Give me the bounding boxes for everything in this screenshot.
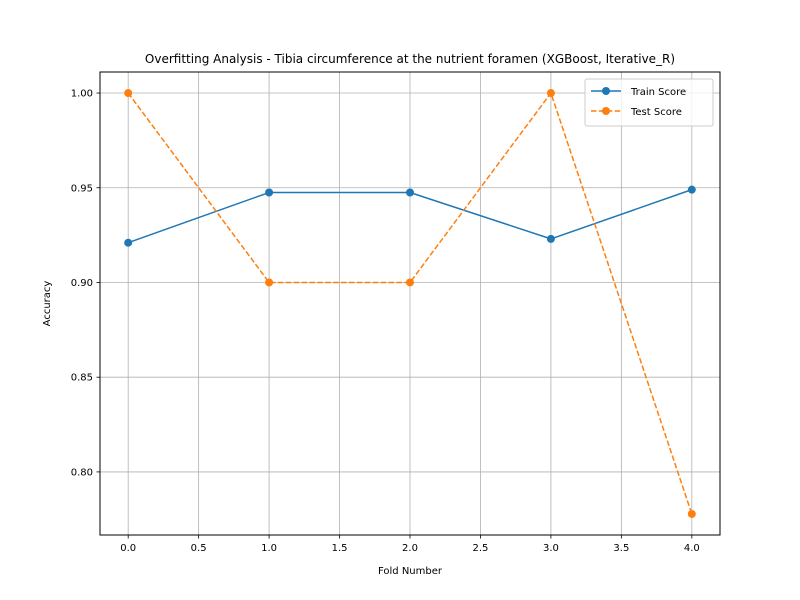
legend-train-score-label: Train Score	[630, 87, 686, 98]
x-tick-label: 3.5	[613, 543, 629, 554]
x-tick-label: 0.5	[191, 543, 207, 554]
test-score-point	[546, 89, 555, 98]
legend-train-score-marker	[602, 87, 610, 95]
x-tick-label: 2.0	[402, 543, 418, 554]
x-tick-label: 2.5	[473, 543, 489, 554]
ticks: 0.0 0.5 1.0 1.5 2.0 2.5 3.0 3.5 4.0 0.80 0.85 0.90 0…	[71, 89, 700, 554]
y-tick-label: 0.95	[71, 183, 93, 194]
x-tick-label: 1.0	[261, 543, 277, 554]
y-tick-label: 0.90	[71, 278, 93, 289]
x-tick-label: 3.0	[543, 543, 559, 554]
y-axis-label: Accuracy	[42, 281, 53, 327]
x-tick-label: 4.0	[684, 543, 700, 554]
y-tick-label: 0.80	[71, 467, 93, 478]
train-score-point	[265, 188, 274, 197]
x-tick-label: 0.0	[120, 543, 136, 554]
test-score-line	[127, 92, 693, 515]
test-score-point	[265, 278, 274, 287]
test-score-point	[124, 89, 133, 98]
test-score-point	[406, 278, 414, 287]
train-score-point	[406, 188, 414, 197]
y-tick-label: 0.85	[71, 373, 93, 384]
test-score-point	[687, 509, 696, 518]
train-score-point	[124, 238, 133, 247]
x-tick-label: 1.5	[332, 543, 348, 554]
legend-test-score-label: Test Score	[630, 107, 682, 118]
series-layer	[124, 89, 696, 518]
train-score-point	[687, 185, 696, 194]
y-tick-label: 1.00	[71, 89, 93, 100]
legend: Train Score Test Score	[584, 78, 714, 127]
grid	[100, 72, 720, 535]
train-score-point	[546, 234, 555, 243]
x-axis-label: Fold Number	[378, 566, 443, 577]
chart-title: Overfitting Analysis - Tibia circumferen…	[145, 52, 675, 66]
legend-test-score-marker	[602, 107, 610, 115]
